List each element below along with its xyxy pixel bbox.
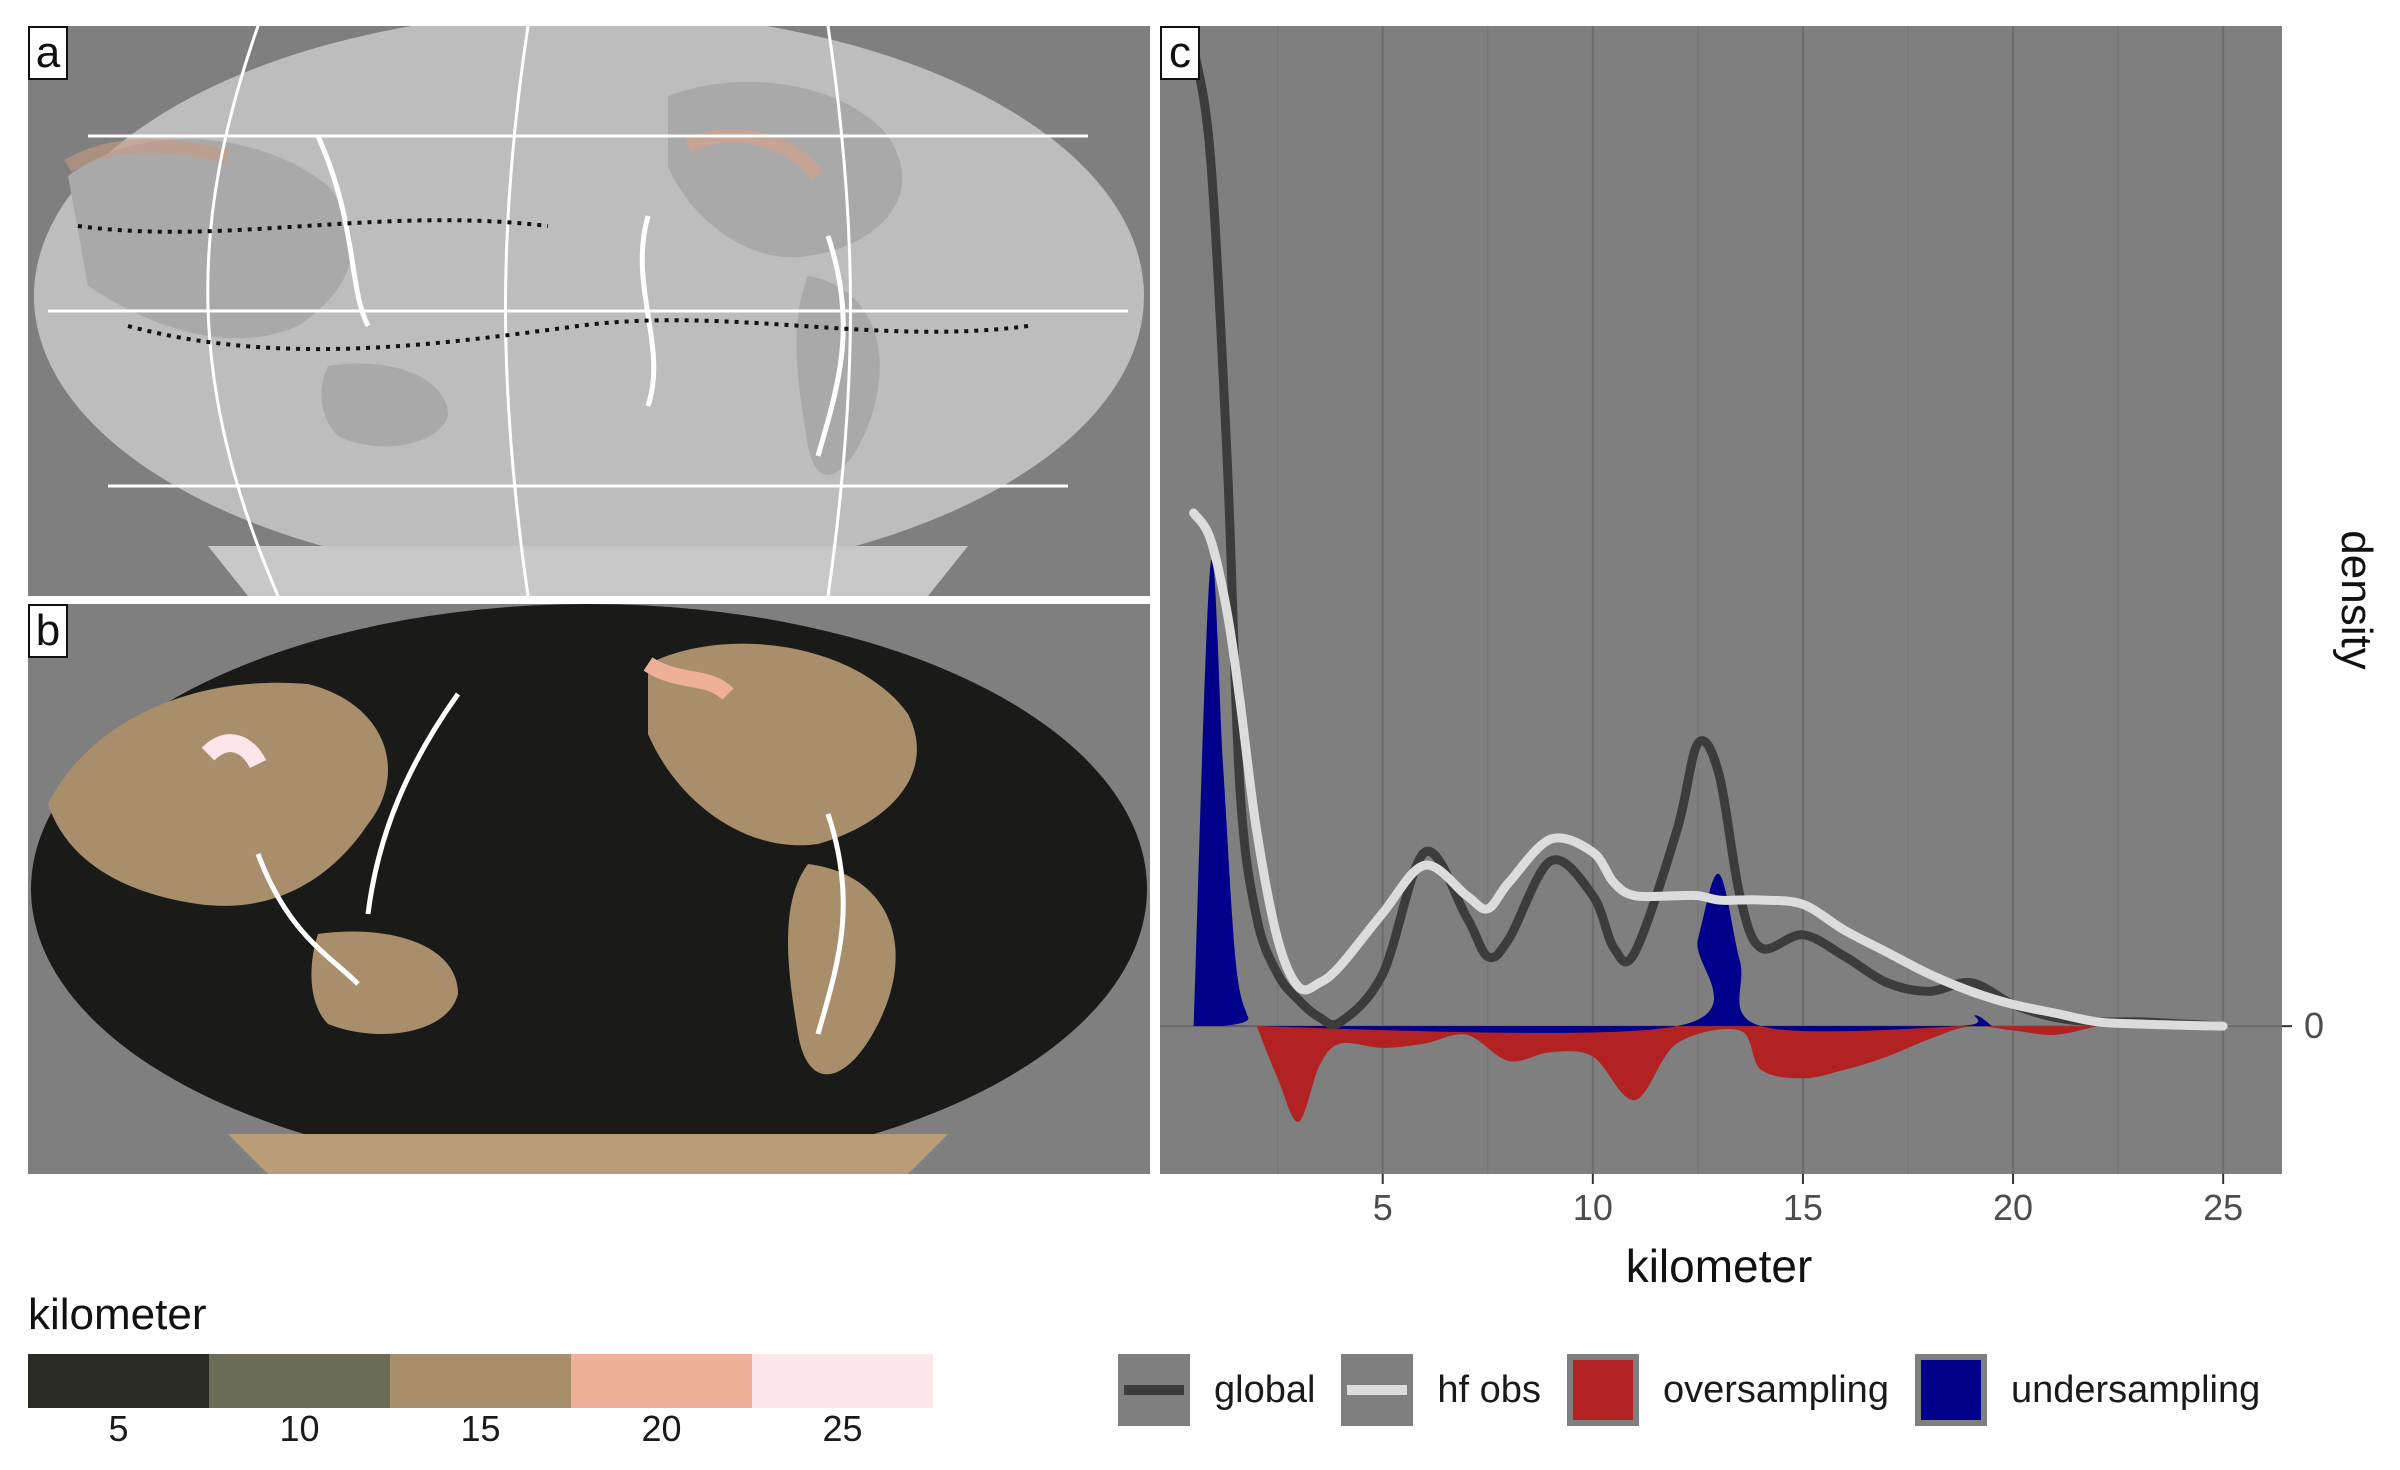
legend-key-oversampling — [1566, 1354, 1639, 1426]
colorbar-swatch — [571, 1354, 752, 1408]
x-tick-label: 25 — [2203, 1187, 2243, 1228]
line-global — [1189, 43, 2228, 1031]
panel-tag-b: b — [28, 604, 68, 658]
map-colorbar — [28, 1354, 933, 1408]
x-tick-label: 10 — [1573, 1187, 1613, 1228]
legend-label: undersampling — [2010, 1368, 2261, 1411]
map-b-landmass-antarctica — [228, 1134, 948, 1174]
colorbar-swatch — [390, 1354, 571, 1408]
map-b-svg — [31, 604, 1147, 1174]
legend-swatch — [1347, 1385, 1408, 1395]
legend-key-undersampling — [1914, 1354, 1987, 1426]
legend-key-global — [1118, 1354, 1190, 1426]
map-b-landmass-samerica — [788, 864, 896, 1075]
map-b-hotspot — [201, 734, 267, 769]
colorbar-swatch — [28, 1354, 209, 1408]
line-hf-obs — [1189, 508, 2228, 1031]
x-tick-label: 20 — [1993, 1187, 2033, 1228]
map-b-subduction-zones — [255, 692, 846, 1035]
density-chart: 5 10 15 20 25 0 kilometer density — [1160, 26, 2381, 1292]
map-a-landmass-australia — [321, 363, 448, 447]
y-tick-label: 0 — [2304, 1005, 2324, 1046]
legend-label: hf obs — [1437, 1368, 1541, 1411]
map-b-hotspot-2 — [643, 657, 734, 701]
map-a-graticule-parallels — [48, 134, 1128, 488]
panel-tag-a: a — [28, 26, 68, 80]
legend-swatch — [1572, 1360, 1633, 1420]
y-axis-title: density — [2332, 530, 2381, 669]
map-b-landmass-australia — [311, 931, 458, 1034]
x-tick-label: 15 — [1783, 1187, 1823, 1228]
map-a-graticule-meridians — [206, 26, 852, 596]
x-tick-label: 5 — [1373, 1187, 1393, 1228]
map-panel-a: a — [28, 26, 1150, 596]
colorbar-swatch — [752, 1354, 933, 1408]
colorbar-tick-label: 15 — [460, 1408, 501, 1449]
map-a-landmass-antarctica — [208, 546, 968, 596]
map-a-observations — [77, 218, 1029, 352]
legend-swatch — [1920, 1360, 1981, 1420]
legend-swatch — [1124, 1385, 1184, 1395]
panel-tag-c: c — [1160, 26, 1200, 80]
map-a-heat-band-2 — [684, 129, 824, 181]
colorbar-tick-label: 10 — [279, 1408, 320, 1449]
colorbar-tick-label: 25 — [822, 1408, 863, 1449]
map-a-heat-band — [64, 139, 230, 173]
map-a-landmass-america — [668, 81, 903, 258]
legend-key-hf-obs — [1341, 1354, 1414, 1426]
axis-layer: 5 10 15 20 25 0 — [1373, 1005, 2324, 1228]
colorbar-tick-label: 20 — [641, 1408, 682, 1449]
colorbar-swatch — [209, 1354, 390, 1408]
area-layer — [1193, 558, 2098, 1122]
map-a-subduction-zones — [315, 134, 846, 457]
map-panel-b: b — [28, 604, 1150, 1174]
area-oversampling — [1256, 1025, 2098, 1122]
map-legend-title: kilometer — [28, 1290, 207, 1339]
map-b-landmass-asia — [48, 682, 388, 906]
x-axis-title: kilometer — [1626, 1240, 1813, 1292]
line-layer — [1189, 43, 2228, 1031]
chart-legend: global hf obs oversampling undersampling — [1118, 1354, 2286, 1426]
map-a-svg — [34, 26, 1144, 596]
colorbar-tick-label: 5 — [108, 1408, 129, 1449]
legend-label: global — [1214, 1368, 1316, 1411]
legend-label: oversampling — [1662, 1368, 1889, 1411]
